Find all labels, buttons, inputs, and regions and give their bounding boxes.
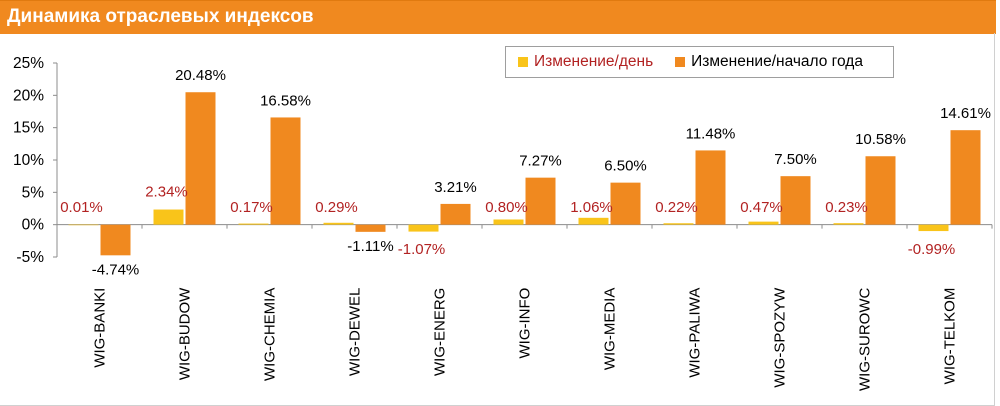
data-label-ytd: 14.61% xyxy=(940,105,991,122)
x-tick-label-wig-chemia: WIG-CHEMIA xyxy=(262,288,279,381)
data-label-daily: 0.01% xyxy=(60,199,103,216)
data-label-ytd: 11.48% xyxy=(686,125,736,142)
y-tick-label: 5% xyxy=(22,184,45,201)
x-tick-label-wig-media: WIG-MEDIA xyxy=(602,288,619,371)
bar-ytd-wig-telkom xyxy=(950,130,981,225)
y-tick-label: 20% xyxy=(13,87,44,104)
bar-ytd-wig-spozyw xyxy=(780,176,811,225)
x-tick-label-wig-surowc: WIG-SUROWC xyxy=(857,288,874,391)
bar-ytd-wig-dewel xyxy=(355,224,386,232)
legend-item-daily: Изменение/день xyxy=(518,53,653,71)
y-tick-label: 0% xyxy=(22,217,45,234)
bar-ytd-wig-info xyxy=(525,177,556,225)
x-tick-label-wig-info: WIG-INFO xyxy=(517,288,534,359)
bar-ytd-wig-energ xyxy=(440,203,471,225)
bar-ytd-wig-budow xyxy=(185,92,216,225)
y-tick-label: -5% xyxy=(16,249,44,266)
data-label-daily: 0.22% xyxy=(655,199,698,216)
bar-daily-wig-telkom xyxy=(918,224,949,232)
data-label-daily: 0.23% xyxy=(825,199,868,216)
x-tick-label-wig-dewel: WIG-DEWEL xyxy=(347,288,364,376)
bar-daily-wig-media xyxy=(578,217,609,225)
data-label-ytd: 20.48% xyxy=(175,67,226,84)
bar-ytd-wig-media xyxy=(610,182,641,225)
chart-title-bar: Динамика отраслевых индексов xyxy=(0,0,996,34)
data-label-ytd: 7.27% xyxy=(519,153,562,170)
bar-daily-wig-budow xyxy=(153,209,184,225)
x-tick-label-wig-budow: WIG-BUDOW xyxy=(177,287,194,380)
x-tick-label-wig-energ: WIG-ENERG xyxy=(432,288,449,376)
y-tick-label: 25% xyxy=(13,55,44,72)
bar-daily-wig-paliwa xyxy=(663,223,694,225)
bar-ytd-wig-surowc xyxy=(865,156,896,225)
bar-ytd-wig-banki xyxy=(100,224,131,256)
bar-daily-wig-surowc xyxy=(833,223,864,225)
data-label-daily: 0.29% xyxy=(315,199,358,216)
data-label-daily: 0.80% xyxy=(485,199,528,216)
data-label-daily: -1.07% xyxy=(398,241,446,258)
data-label-ytd: 16.58% xyxy=(260,92,311,109)
data-label-daily: -0.99% xyxy=(908,241,956,258)
data-label-daily: 2.34% xyxy=(145,184,188,201)
data-label-ytd: 6.50% xyxy=(604,158,647,175)
x-tick-label-wig-banki: WIG-BANKI xyxy=(92,288,109,368)
x-tick-label-wig-spozyw: WIG-SPOZYW xyxy=(772,287,789,388)
y-tick-label: 10% xyxy=(13,152,44,169)
legend-swatch-daily xyxy=(518,57,528,67)
bar-daily-wig-dewel xyxy=(323,222,354,225)
x-tick-label-wig-paliwa: WIG-PALIWA xyxy=(687,288,704,378)
legend-item-ytd: Изменение/начало года xyxy=(675,53,863,71)
bar-ytd-wig-paliwa xyxy=(695,150,726,225)
y-tick-label: 15% xyxy=(13,120,44,137)
bar-daily-wig-spozyw xyxy=(748,221,779,225)
data-label-ytd: 7.50% xyxy=(774,151,817,168)
data-label-ytd: 10.58% xyxy=(855,131,906,148)
data-label-ytd: 3.21% xyxy=(434,179,477,196)
legend-label-ytd: Изменение/начало года xyxy=(691,53,863,70)
legend-swatch-ytd xyxy=(675,57,686,67)
bar-daily-wig-banki xyxy=(68,224,99,226)
legend-label-daily: Изменение/день xyxy=(534,53,654,70)
data-label-ytd: -4.74% xyxy=(92,261,140,278)
bar-daily-wig-info xyxy=(493,219,524,225)
bar-ytd-wig-chemia xyxy=(270,117,301,225)
chart-legend: Изменение/день Изменение/начало года xyxy=(505,46,894,78)
data-label-daily: 1.06% xyxy=(570,199,613,216)
data-label-ytd: -1.11% xyxy=(347,238,393,255)
x-tick-label-wig-telkom: WIG-TELKOM xyxy=(942,288,959,385)
data-label-daily: 0.47% xyxy=(740,199,783,216)
bar-daily-wig-energ xyxy=(408,224,439,232)
chart-title: Динамика отраслевых индексов xyxy=(7,6,314,27)
bar-daily-wig-chemia xyxy=(238,223,269,225)
data-label-daily: 0.17% xyxy=(230,199,273,216)
